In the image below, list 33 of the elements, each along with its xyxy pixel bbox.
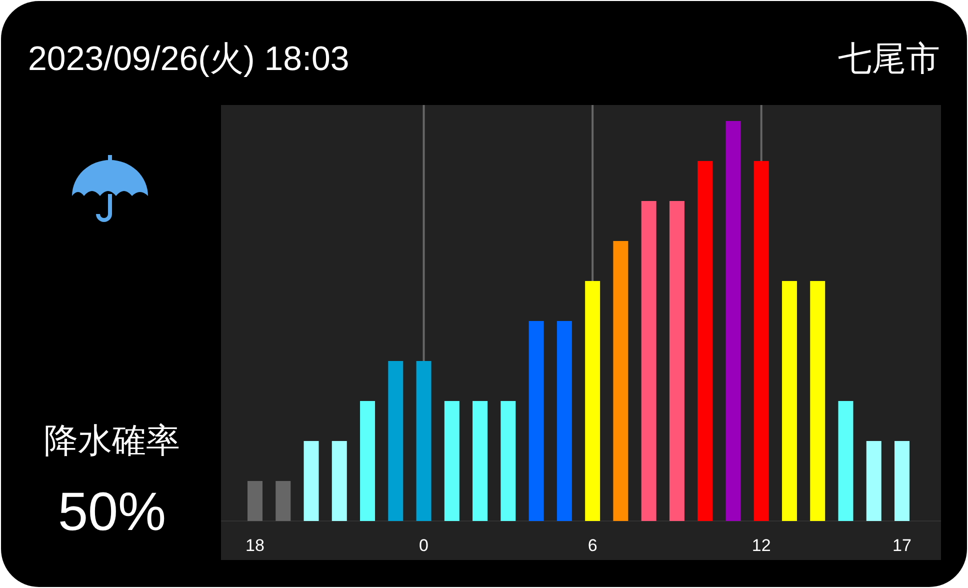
bar [276, 481, 291, 521]
bar [500, 401, 516, 521]
bar [810, 281, 826, 521]
bar [838, 401, 854, 521]
bar [613, 241, 628, 521]
bar [556, 321, 572, 521]
bar [726, 121, 741, 521]
bar [528, 321, 544, 521]
bar [444, 401, 460, 521]
x-tick-label: 17 [892, 536, 912, 555]
bar [388, 361, 404, 521]
text: 降水確率 [44, 422, 180, 460]
text: 50% [58, 482, 166, 542]
x-tick-label: 18 [246, 536, 264, 555]
bar [782, 281, 797, 521]
x-tick-label: 0 [419, 536, 429, 555]
bar [332, 441, 347, 521]
bar [360, 401, 376, 521]
bar [304, 441, 319, 521]
bar [866, 441, 882, 521]
bar [641, 201, 656, 521]
bar [585, 281, 600, 521]
bar [754, 161, 769, 521]
bar [472, 401, 488, 521]
chart-subtitle: 七尾市 [838, 40, 940, 78]
bar [416, 361, 432, 521]
x-tick-label: 6 [588, 536, 598, 555]
bar [894, 441, 910, 521]
bar [248, 481, 262, 521]
x-tick-label: 12 [752, 536, 771, 555]
bar [669, 201, 684, 521]
chart-title: 2023/09/26(火) 18:03 [28, 40, 350, 78]
bar [698, 161, 713, 521]
